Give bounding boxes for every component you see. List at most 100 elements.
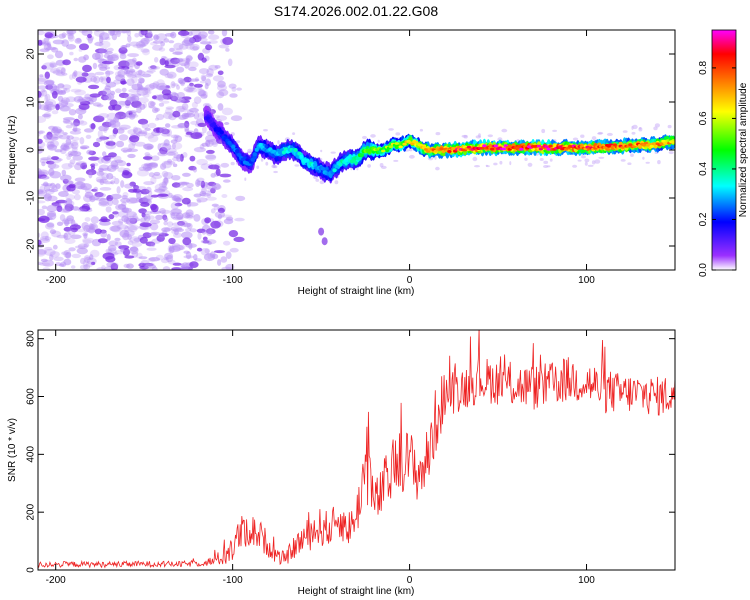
noise-blob bbox=[138, 77, 145, 84]
noise-blob bbox=[159, 182, 167, 188]
noise-blob bbox=[183, 37, 196, 45]
spectrogram-y-tick-label: -10 bbox=[26, 190, 37, 205]
noise-blob bbox=[51, 126, 63, 134]
noise-blob bbox=[51, 90, 58, 99]
noise-blob bbox=[164, 108, 173, 115]
ridge-cell bbox=[612, 143, 617, 147]
noise-blob bbox=[144, 127, 151, 131]
noise-blob bbox=[84, 93, 92, 100]
spectrogram-y-tick-label: -20 bbox=[26, 238, 37, 253]
noise-blob bbox=[80, 145, 90, 150]
noise-blob bbox=[129, 246, 139, 255]
ridge-cell bbox=[215, 127, 220, 132]
noise-blob bbox=[134, 141, 146, 147]
noise-blob bbox=[142, 93, 150, 98]
noise-blob bbox=[212, 183, 221, 190]
noise-blob bbox=[101, 60, 114, 65]
noise-blob bbox=[100, 77, 108, 85]
noise-blob bbox=[109, 262, 119, 269]
noise-blob bbox=[199, 41, 212, 45]
noise-blob bbox=[38, 30, 45, 36]
noise-blob bbox=[38, 248, 46, 257]
colorbar-gradient bbox=[711, 29, 737, 271]
noise-blob bbox=[127, 53, 139, 58]
noise-blob bbox=[356, 168, 359, 171]
noise-blob bbox=[63, 232, 69, 240]
noise-blob bbox=[265, 161, 269, 166]
noise-blob bbox=[74, 177, 86, 182]
noise-blob bbox=[58, 100, 69, 107]
noise-blob bbox=[38, 189, 48, 197]
noise-blob bbox=[83, 128, 94, 133]
noise-blob bbox=[620, 159, 626, 162]
noise-blob bbox=[139, 222, 152, 228]
noise-blob bbox=[38, 130, 45, 134]
ridge-cell bbox=[433, 149, 438, 153]
noise-blob bbox=[66, 44, 77, 50]
noise-blob bbox=[159, 127, 168, 134]
noise-blob bbox=[55, 183, 61, 190]
noise-blob bbox=[126, 211, 137, 218]
noise-blob bbox=[99, 178, 105, 185]
ridge-cell bbox=[482, 144, 487, 148]
snr-x-ticks: -200 -100 0 100 bbox=[46, 330, 595, 586]
noise-blob bbox=[140, 188, 150, 195]
noise-blob bbox=[113, 30, 121, 33]
noise-blob bbox=[219, 173, 232, 178]
noise-blob bbox=[66, 215, 74, 222]
noise-blob bbox=[61, 169, 67, 176]
noise-blob bbox=[164, 64, 176, 69]
noise-blob bbox=[584, 158, 590, 163]
noise-blob bbox=[100, 156, 112, 164]
noise-blob bbox=[184, 134, 192, 138]
ridge-cell bbox=[558, 145, 563, 149]
noise-blob bbox=[38, 232, 41, 238]
noise-blob bbox=[146, 69, 156, 73]
ridge-cell bbox=[297, 151, 302, 156]
noise-blob bbox=[75, 161, 87, 166]
noise-blob bbox=[147, 134, 159, 143]
noise-blob bbox=[176, 184, 185, 188]
noise-blob bbox=[38, 90, 42, 98]
noise-blob bbox=[46, 222, 55, 228]
noise-blob bbox=[140, 48, 150, 53]
noise-blob bbox=[155, 33, 168, 41]
noise-blob bbox=[62, 145, 70, 152]
noise-blob bbox=[93, 186, 99, 193]
ridge-cell bbox=[235, 149, 240, 153]
noise-blob bbox=[127, 224, 140, 231]
noise-blob bbox=[319, 180, 325, 185]
noise-blob bbox=[171, 243, 181, 248]
noise-blob bbox=[102, 168, 112, 172]
noise-blob bbox=[182, 237, 192, 246]
noise-blob bbox=[69, 140, 79, 147]
noise-blob bbox=[188, 242, 193, 250]
noise-blob bbox=[39, 236, 52, 241]
noise-blob bbox=[120, 247, 125, 253]
noise-blob bbox=[207, 30, 215, 35]
noise-blob bbox=[161, 89, 172, 96]
ridge-cell bbox=[649, 144, 654, 148]
noise-blob bbox=[206, 68, 214, 76]
noise-blob bbox=[220, 214, 233, 218]
noise-blob bbox=[128, 68, 136, 73]
spectrogram-ridge bbox=[203, 105, 675, 184]
noise-blob bbox=[156, 86, 168, 90]
noise-blob bbox=[155, 117, 159, 121]
noise-blob bbox=[111, 33, 118, 41]
noise-blob bbox=[228, 83, 237, 89]
noise-blob bbox=[54, 149, 63, 153]
ridge-cell bbox=[367, 149, 372, 154]
noise-blob bbox=[221, 194, 228, 198]
noise-blob bbox=[106, 54, 114, 62]
noise-blob bbox=[606, 132, 613, 136]
noise-blob bbox=[54, 50, 64, 59]
noise-blob bbox=[50, 128, 62, 134]
noise-blob bbox=[74, 245, 86, 249]
noise-blob bbox=[223, 240, 231, 246]
noise-blob bbox=[112, 127, 119, 135]
ridge-cell bbox=[231, 144, 236, 149]
noise-blob bbox=[120, 180, 125, 188]
noise-blob bbox=[129, 41, 140, 47]
noise-blob bbox=[189, 261, 199, 268]
